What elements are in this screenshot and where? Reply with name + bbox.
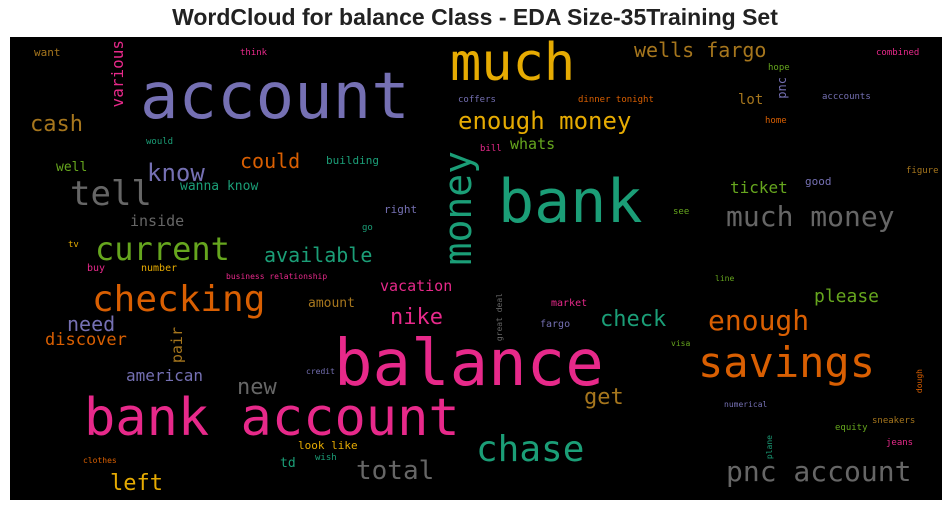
word-would: would — [146, 137, 174, 147]
word-savings: savings — [698, 338, 876, 387]
word-cash: cash — [30, 112, 83, 137]
word-various: various — [108, 40, 127, 108]
word-much-money: much money — [726, 200, 895, 233]
word-cloud: account much bank money balance bank acc… — [10, 37, 942, 500]
word-total: total — [356, 456, 435, 486]
word-go: go — [362, 223, 373, 233]
word-great-deal: great deal — [495, 293, 504, 342]
word-clothes: clothes — [83, 456, 117, 465]
word-credit: credit — [306, 367, 335, 376]
word-well: well — [56, 160, 88, 175]
word-good: good — [805, 175, 832, 188]
word-figure: figure — [906, 166, 939, 176]
word-balance: balance — [334, 327, 604, 401]
word-enough: enough — [708, 304, 810, 337]
word-need: need — [67, 312, 116, 336]
word-money: money — [436, 151, 480, 266]
word-coffers: coffers — [458, 95, 496, 105]
word-bill: bill — [480, 144, 502, 154]
word-buy: buy — [87, 263, 106, 274]
word-new: new — [237, 375, 277, 400]
word-ticket: ticket — [730, 178, 788, 197]
word-pnc-account: pnc account — [726, 455, 912, 488]
word-right: right — [384, 203, 418, 216]
word-jeans: jeans — [886, 438, 914, 448]
word-american: american — [126, 366, 204, 385]
word-get: get — [584, 385, 624, 410]
word-line: line — [715, 274, 735, 283]
word-equity: equity — [835, 423, 868, 433]
word-think: think — [240, 48, 268, 58]
word-available: available — [264, 243, 373, 267]
word-pnc: pnc — [775, 77, 789, 99]
word-look-like: look like — [298, 439, 358, 452]
word-see: see — [673, 207, 690, 217]
word-business-relationship: business relationship — [226, 272, 328, 281]
word-visa: visa — [671, 339, 691, 348]
word-td: td — [280, 456, 296, 471]
word-much: much — [450, 37, 576, 93]
word-fargo: fargo — [540, 319, 571, 330]
word-sneakers: sneakers — [872, 416, 916, 426]
word-lot: lot — [738, 92, 764, 108]
word-market: market — [551, 298, 588, 309]
word-combined: combined — [876, 48, 920, 58]
word-hope: hope — [768, 63, 790, 73]
word-wells-fargo: wells fargo — [634, 38, 767, 62]
word-could: could — [240, 149, 301, 173]
word-dough: dough — [915, 369, 924, 394]
word-wish: wish — [315, 453, 337, 463]
word-chase: chase — [476, 429, 585, 470]
word-acccounts: acccounts — [822, 92, 871, 102]
word-know: know — [147, 159, 205, 187]
word-building: building — [326, 154, 379, 167]
word-vacation: vacation — [380, 277, 453, 295]
word-bank-account: bank account — [84, 388, 460, 448]
word-please: please — [814, 286, 880, 307]
word-amount: amount — [308, 296, 355, 311]
word-enough-money: enough money — [458, 107, 632, 135]
word-current: current — [95, 230, 230, 268]
word-tell: tell — [70, 174, 152, 214]
word-nike: nike — [390, 305, 443, 330]
word-checking: checking — [92, 279, 266, 320]
word-dinner-tonight: dinner tonight — [578, 95, 654, 105]
word-check: check — [600, 307, 667, 332]
word-wanna-know: wanna know — [180, 179, 259, 194]
word-bank: bank — [498, 167, 643, 237]
word-plane: plane — [765, 435, 774, 460]
word-home: home — [765, 116, 787, 126]
word-numerical: numerical — [724, 400, 768, 409]
word-inside: inside — [130, 212, 185, 230]
word-left: left — [110, 471, 163, 496]
word-want: want — [34, 46, 61, 59]
word-pair: pair — [168, 327, 186, 364]
chart-title: WordCloud for balance Class - EDA Size-3… — [172, 4, 778, 30]
word-number: number — [141, 263, 178, 274]
word-tv: tv — [68, 240, 79, 250]
word-account: account — [140, 60, 410, 134]
word-discover: discover — [45, 330, 127, 350]
word-whats: whats — [510, 135, 556, 153]
